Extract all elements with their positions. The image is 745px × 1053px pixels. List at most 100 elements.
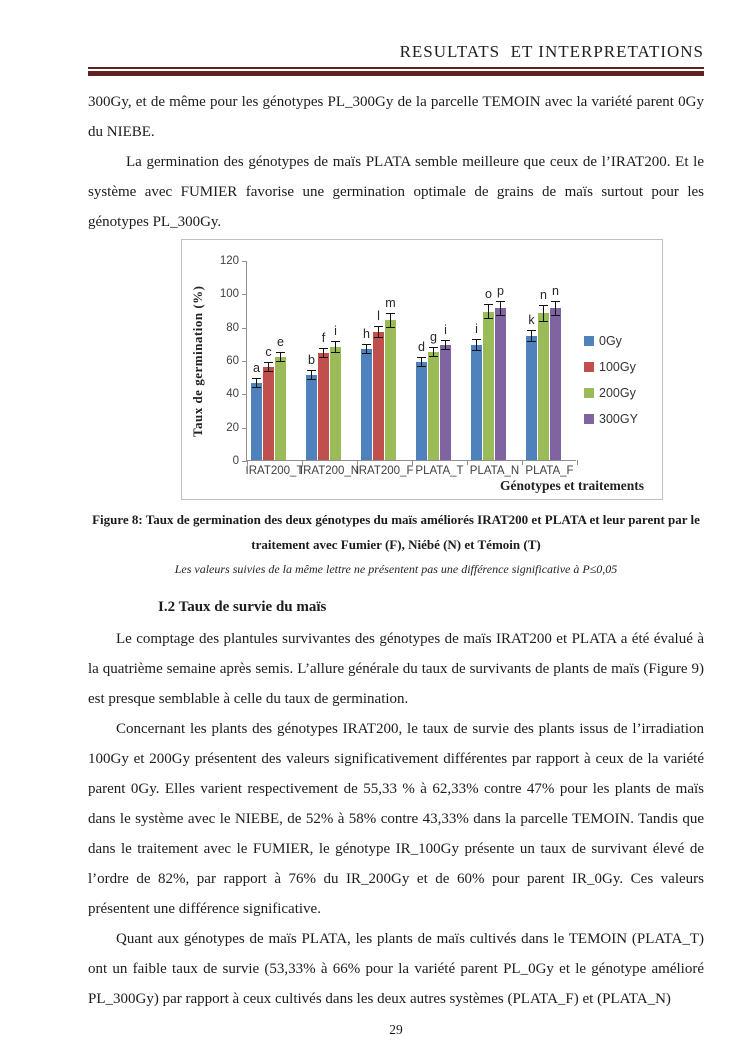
error-cap-bottom: [307, 379, 316, 380]
paragraph-3: Le comptage des plantules survivantes de…: [88, 631, 704, 707]
bar-PLATA_T-0Gy: [416, 361, 427, 460]
bar-PLATA_T-300GY: [440, 345, 451, 460]
x-category-label: IRAT200_F: [355, 465, 414, 477]
legend-item-200Gy: 200Gy: [584, 380, 638, 406]
legend-label: 0Gy: [599, 334, 622, 348]
legend-label: 200Gy: [599, 386, 636, 400]
significance-letter: c: [265, 344, 272, 359]
significance-letter: n: [540, 288, 547, 302]
error-line: [378, 325, 379, 338]
error-cap-bottom: [551, 314, 560, 316]
y-tick-mark: [242, 361, 247, 362]
bar-PLATA_F-0Gy: [526, 335, 537, 460]
error-bar: [252, 378, 261, 389]
error-line: [445, 340, 446, 350]
error-bar: [331, 340, 340, 353]
bar-PLATA_N-200Gy: [483, 311, 494, 460]
error-line: [323, 348, 324, 359]
x-category-label: IRAT200_N: [299, 465, 360, 477]
significance-letter: i: [475, 322, 478, 337]
error-line: [500, 300, 501, 316]
error-cap-bottom: [484, 318, 493, 320]
figure-caption: Figure 8: Taux de germination des deux g…: [92, 512, 700, 552]
legend-item-300GY: 300GY: [584, 406, 638, 432]
legend-item-0Gy: 0Gy: [584, 328, 638, 354]
error-bar: [307, 370, 316, 380]
y-tick-label: 80: [226, 321, 239, 334]
y-tick-label: 20: [226, 421, 239, 434]
error-bar: [276, 351, 285, 362]
x-category-label: PLATA_T: [415, 465, 464, 477]
paragraph-1: 300Gy, et de même pour les génotypes PL_…: [88, 94, 704, 140]
y-tick-mark: [242, 261, 247, 262]
bar-PLATA_F-200Gy: [538, 313, 549, 460]
bar-IRAT200_N-0Gy: [306, 375, 317, 460]
error-bar: [362, 344, 371, 355]
bar-IRAT200_N-200Gy: [330, 346, 341, 460]
y-tick-mark: [242, 294, 247, 296]
error-bar: [472, 339, 481, 351]
y-tick-label: 120: [219, 255, 239, 267]
significance-letter: d: [418, 339, 425, 354]
error-cap-bottom: [472, 349, 481, 351]
error-bar: [417, 356, 426, 367]
chart-legend: 0Gy 100Gy 200Gy 300GY: [584, 328, 638, 432]
figure-8-bar-chart: Taux de germination (%) 0 20 40 60 80 100 120 I…: [181, 239, 663, 500]
legend-swatch: [584, 336, 594, 346]
x-tick-mark: [357, 460, 358, 465]
error-cap-bottom: [429, 355, 438, 357]
page-content: RESULTATS ET INTERPRETATIONS 300Gy, et d…: [88, 0, 704, 1038]
y-tick-mark: [242, 394, 247, 396]
legend-label: 100Gy: [599, 360, 636, 374]
y-tick-label: 100: [219, 288, 239, 301]
x-category-label: IRAT200_T: [245, 465, 304, 477]
error-line: [311, 370, 312, 380]
error-line: [390, 312, 391, 328]
significance-letter: f: [321, 331, 326, 346]
error-cap-bottom: [331, 351, 340, 353]
error-line: [268, 361, 269, 372]
error-bar: [441, 340, 450, 350]
significance-letter: b: [308, 353, 315, 367]
bar-PLATA_N-300GY: [495, 308, 506, 460]
error-cap-bottom: [527, 340, 536, 342]
error-bar: [527, 330, 536, 342]
significance-letter: o: [485, 287, 492, 302]
error-line: [476, 339, 477, 351]
significance-letter: l: [377, 308, 380, 323]
legend-item-100Gy: 100Gy: [584, 354, 638, 380]
error-line: [433, 346, 434, 357]
error-line: [335, 340, 336, 353]
error-bar: [539, 305, 548, 322]
chart-y-axis-title: Taux de germination (%): [190, 285, 205, 437]
error-cap-bottom: [539, 320, 548, 322]
error-cap-bottom: [374, 336, 383, 338]
bar-PLATA_F-300GY: [550, 308, 561, 460]
significance-letter: e: [277, 334, 284, 349]
x-tick-mark: [522, 460, 523, 465]
error-line: [555, 300, 556, 316]
error-bar: [386, 312, 395, 328]
error-line: [543, 305, 544, 322]
error-bar: [374, 325, 383, 338]
error-cap-bottom: [496, 314, 505, 316]
paragraph-4: Concernant les plants des génotypes IRAT…: [88, 721, 704, 917]
y-tick-label: 40: [226, 388, 239, 401]
error-bar: [319, 348, 328, 359]
paragraph-2: La germination des génotypes de maïs PLA…: [88, 154, 704, 230]
chart-x-axis-title: Génotypes et traitements: [500, 478, 644, 493]
y-tick-label: 0: [232, 455, 239, 467]
error-cap-bottom: [276, 360, 285, 362]
error-cap-bottom: [264, 370, 273, 372]
section-heading: I.2 Taux de survie du maïs: [158, 599, 327, 615]
error-line: [531, 330, 532, 342]
header-rule-thick: [88, 71, 704, 76]
y-tick-mark: [242, 461, 247, 462]
x-tick-mark: [412, 460, 413, 465]
bar-IRAT200_F-0Gy: [361, 349, 372, 460]
bar-IRAT200_T-200Gy: [275, 356, 286, 460]
y-tick-mark: [242, 427, 247, 429]
bar-IRAT200_N-100Gy: [318, 353, 329, 460]
x-tick-mark: [577, 460, 578, 465]
